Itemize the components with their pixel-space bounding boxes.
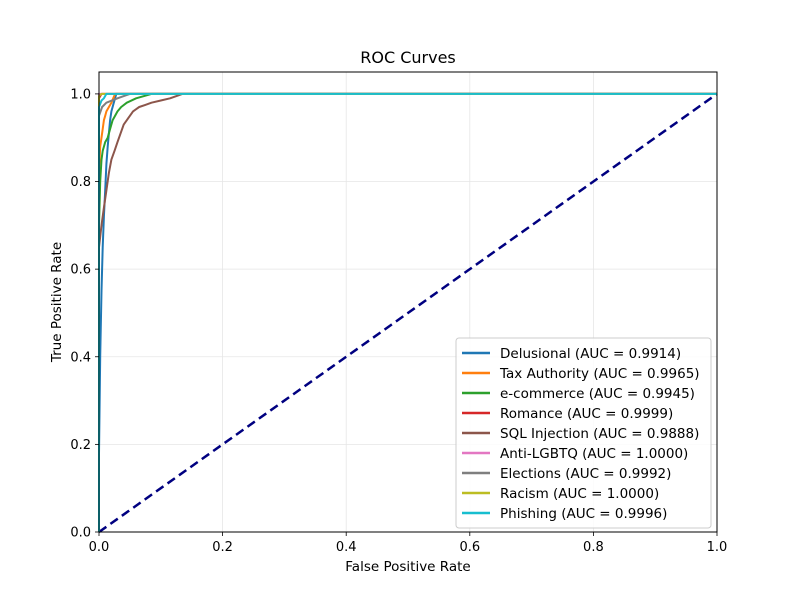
y-axis-ticks: 0.0 0.2 0.4 0.6 0.8 1.0 <box>70 87 99 541</box>
legend-label: e-commerce (AUC = 0.9945) <box>500 386 695 402</box>
x-axis-label: False Positive Rate <box>345 559 470 575</box>
plot-frame <box>98 71 718 533</box>
legend-label: Phishing (AUC = 0.9996) <box>500 506 667 522</box>
x-tick-label: 0.8 <box>583 540 604 555</box>
x-tick-label: 0.0 <box>89 540 110 555</box>
x-tick-label: 0.4 <box>336 540 357 555</box>
x-axis-ticks: 0.0 0.2 0.4 0.6 0.8 1.0 <box>89 532 728 555</box>
y-tick-label: 0.8 <box>70 175 91 190</box>
legend-label: Elections (AUC = 0.9992) <box>500 466 671 482</box>
legend-label: Romance (AUC = 0.9999) <box>500 406 673 422</box>
y-tick-label: 0.0 <box>70 526 91 541</box>
legend-label: SQL Injection (AUC = 0.9888) <box>500 426 699 442</box>
series-line-delusional <box>98 92 717 532</box>
legend-label: Racism (AUC = 1.0000) <box>500 486 659 502</box>
legend-box <box>455 337 712 529</box>
y-tick-label: 0.4 <box>70 350 91 365</box>
y-tick-label: 0.2 <box>70 438 91 453</box>
grid <box>98 72 718 533</box>
legend: Delusional (AUC = 0.9914) Tax Authority (… <box>455 337 712 529</box>
legend-label: Anti-LGBTQ (AUC = 1.0000) <box>500 446 688 462</box>
legend-label: Delusional (AUC = 0.9914) <box>500 346 681 362</box>
x-tick-label: 0.2 <box>212 540 233 555</box>
y-axis-label: True Positive Rate <box>49 242 65 363</box>
y-tick-label: 0.6 <box>70 263 91 278</box>
series-line-sql-injection <box>98 92 717 532</box>
legend-label: Tax Authority (AUC = 0.9965) <box>499 366 700 382</box>
y-tick-label: 1.0 <box>70 87 91 102</box>
reference-diagonal-line <box>98 92 718 534</box>
x-tick-label: 1.0 <box>707 540 728 555</box>
reference-diagonal <box>98 92 718 534</box>
chart-title: ROC Curves <box>360 48 456 67</box>
x-tick-label: 0.6 <box>459 540 480 555</box>
series-line-e-commerce <box>98 92 717 532</box>
